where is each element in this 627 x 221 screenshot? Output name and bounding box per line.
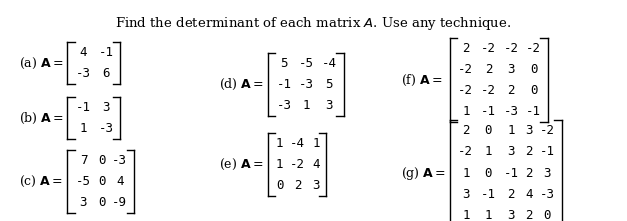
- Text: -3: -3: [299, 78, 314, 91]
- Text: -1: -1: [540, 145, 555, 158]
- Text: -2: -2: [481, 84, 496, 97]
- Text: 4: 4: [525, 188, 533, 201]
- Text: 3: 3: [544, 167, 551, 180]
- Text: 3: 3: [507, 63, 515, 76]
- Text: -5: -5: [76, 175, 91, 188]
- Text: (a) $\mathbf{A} = $: (a) $\mathbf{A} = $: [19, 56, 63, 71]
- Text: -1: -1: [98, 46, 113, 59]
- Text: 7: 7: [80, 154, 87, 167]
- Text: 2: 2: [507, 84, 515, 97]
- Text: 3: 3: [462, 188, 470, 201]
- Text: -3: -3: [540, 188, 555, 201]
- Text: -4: -4: [290, 137, 305, 150]
- Text: -2: -2: [503, 42, 519, 55]
- Text: 2: 2: [485, 63, 492, 76]
- Text: 1: 1: [462, 209, 470, 221]
- Text: 0: 0: [98, 154, 105, 167]
- Text: 1: 1: [462, 167, 470, 180]
- Text: 1: 1: [485, 209, 492, 221]
- Text: 1: 1: [80, 122, 87, 135]
- Text: Find the determinant of each matrix $A$. Use any technique.: Find the determinant of each matrix $A$.…: [115, 15, 512, 32]
- Text: 2: 2: [525, 167, 533, 180]
- Text: 4: 4: [80, 46, 87, 59]
- Text: -9: -9: [112, 196, 127, 209]
- Text: (b) $\mathbf{A} = $: (b) $\mathbf{A} = $: [19, 111, 64, 126]
- Text: -4: -4: [322, 57, 337, 70]
- Text: -1: -1: [481, 188, 496, 201]
- Text: 0: 0: [530, 63, 537, 76]
- Text: 2: 2: [462, 124, 470, 137]
- Text: 1: 1: [303, 99, 310, 112]
- Text: 0: 0: [276, 179, 283, 192]
- Text: 1: 1: [276, 137, 283, 150]
- Text: -2: -2: [290, 158, 305, 171]
- Text: -1: -1: [503, 167, 519, 180]
- Text: 2: 2: [294, 179, 302, 192]
- Text: 2: 2: [525, 145, 533, 158]
- Text: -2: -2: [458, 84, 473, 97]
- Text: (e) $\mathbf{A} = $: (e) $\mathbf{A} = $: [219, 157, 264, 172]
- Text: 6: 6: [102, 67, 110, 80]
- Text: 4: 4: [116, 175, 124, 188]
- Text: 0: 0: [530, 84, 537, 97]
- Text: 1: 1: [507, 124, 515, 137]
- Text: 3: 3: [507, 209, 515, 221]
- Text: 0: 0: [544, 209, 551, 221]
- Text: 3: 3: [325, 99, 333, 112]
- Text: 0: 0: [98, 196, 105, 209]
- Text: -5: -5: [299, 57, 314, 70]
- Text: 2: 2: [525, 209, 533, 221]
- Text: 0: 0: [485, 124, 492, 137]
- Text: (c) $\mathbf{A} = $: (c) $\mathbf{A} = $: [19, 174, 63, 189]
- Text: 1: 1: [485, 145, 492, 158]
- Text: -3: -3: [503, 105, 519, 118]
- Text: 3: 3: [80, 196, 87, 209]
- Text: -2: -2: [458, 145, 473, 158]
- Text: (d) $\mathbf{A} = $: (d) $\mathbf{A} = $: [219, 77, 265, 92]
- Text: 3: 3: [507, 145, 515, 158]
- Text: -1: -1: [277, 78, 292, 91]
- Text: -2: -2: [526, 42, 541, 55]
- Text: -1: -1: [76, 101, 91, 114]
- Text: 1: 1: [276, 158, 283, 171]
- Text: 2: 2: [507, 188, 515, 201]
- Text: (f) $\mathbf{A} = $: (f) $\mathbf{A} = $: [401, 73, 443, 88]
- Text: -1: -1: [526, 105, 541, 118]
- Text: 5: 5: [280, 57, 288, 70]
- Text: -3: -3: [98, 122, 113, 135]
- Text: -2: -2: [458, 63, 473, 76]
- Text: -3: -3: [277, 99, 292, 112]
- Text: 0: 0: [98, 175, 105, 188]
- Text: 3: 3: [525, 124, 533, 137]
- Text: -3: -3: [76, 67, 91, 80]
- Text: 3: 3: [102, 101, 110, 114]
- Text: -3: -3: [112, 154, 127, 167]
- Text: 4: 4: [312, 158, 320, 171]
- Text: 1: 1: [312, 137, 320, 150]
- Text: -1: -1: [481, 105, 496, 118]
- Text: 0: 0: [485, 167, 492, 180]
- Text: 1: 1: [462, 105, 470, 118]
- Text: 2: 2: [462, 42, 470, 55]
- Text: 5: 5: [325, 78, 333, 91]
- Text: (g) $\mathbf{A} = $: (g) $\mathbf{A} = $: [401, 165, 446, 182]
- Text: -2: -2: [481, 42, 496, 55]
- Text: 3: 3: [312, 179, 320, 192]
- Text: -2: -2: [540, 124, 555, 137]
